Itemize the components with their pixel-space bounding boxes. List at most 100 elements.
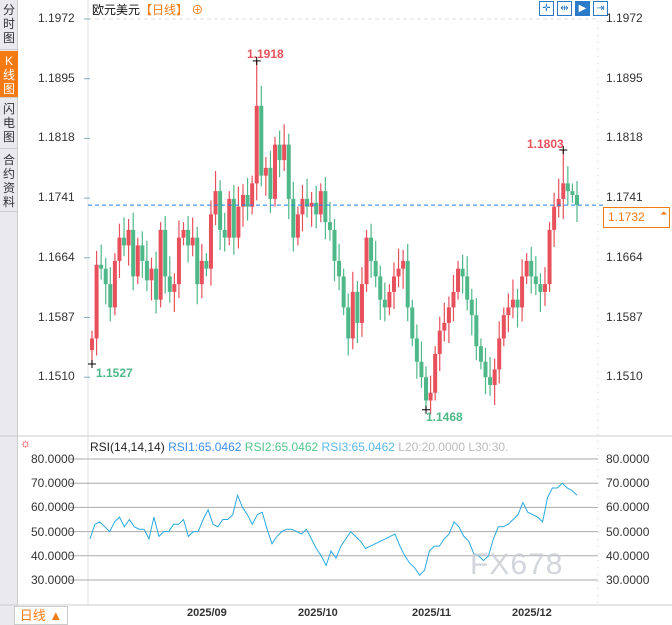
rsi-tick: 50.0000 xyxy=(606,524,650,539)
candle-body xyxy=(510,299,515,308)
price-tick: 1.1510 xyxy=(606,369,643,384)
candle-body xyxy=(300,198,305,215)
rsi-tick: 30.0000 xyxy=(606,573,650,587)
candle-body xyxy=(90,338,94,351)
tab-contract-info[interactable]: 合约资料 xyxy=(0,150,18,212)
crosshair-icon[interactable]: ✛ xyxy=(539,1,554,16)
rsi3-value: RSI3:65.0462 xyxy=(321,440,395,454)
expand-up-icon[interactable]: ⏶ xyxy=(660,208,668,218)
candle-body xyxy=(144,260,149,281)
rsi-tick: 70.0000 xyxy=(31,476,75,491)
rsi-tick: 50.0000 xyxy=(31,524,75,539)
extreme-marker xyxy=(559,146,568,155)
candle-body xyxy=(122,237,127,246)
candle-body xyxy=(208,214,213,269)
candle-body xyxy=(259,105,264,176)
candle-body xyxy=(337,260,342,277)
date-tick: 2025/09 xyxy=(187,607,227,619)
rsi-tick: 60.0000 xyxy=(31,500,75,515)
candle-body xyxy=(268,167,273,199)
candle-body xyxy=(112,260,117,308)
rsi-tick: 80.0000 xyxy=(606,452,650,466)
price-tick: 1.1895 xyxy=(38,70,75,85)
rsi-tick: 40.0000 xyxy=(606,548,650,563)
tab-flash[interactable]: 闪电图 xyxy=(0,99,18,149)
chart-toolbar: ✛ ⇹ ▶ ⇥ xyxy=(539,1,608,16)
candle-body xyxy=(419,361,424,378)
tab-kline[interactable]: K线图 xyxy=(0,51,18,98)
period-selector-button[interactable]: 日线 ▲ xyxy=(14,606,68,625)
sidebar: 分时图 K线图 闪电图 合约资料 xyxy=(0,0,18,625)
candle-body xyxy=(291,198,296,238)
candle-body xyxy=(369,237,374,261)
period-label: 【日线】 xyxy=(140,3,189,17)
scroll-icon[interactable]: ▶ xyxy=(575,1,590,16)
candle-body xyxy=(314,202,319,215)
candle-body xyxy=(167,276,172,292)
candle-body xyxy=(469,299,474,316)
candle-body xyxy=(99,264,104,269)
candle-body xyxy=(263,167,268,176)
candle-body xyxy=(240,194,245,207)
date-tick: 2025/11 xyxy=(412,607,452,619)
candle-body xyxy=(373,260,378,277)
candle-body xyxy=(410,307,415,339)
price-tick: 1.1818 xyxy=(606,130,643,145)
current-price-label: 1.1732 xyxy=(603,207,670,228)
candle-body xyxy=(556,198,561,207)
candle-body xyxy=(405,260,410,308)
candle-body xyxy=(172,284,177,292)
candle-body xyxy=(108,284,113,308)
candle-body xyxy=(520,276,525,308)
price-tick: 1.1972 xyxy=(38,11,75,25)
price-tick: 1.1664 xyxy=(38,249,75,264)
candle-body xyxy=(254,105,259,184)
candle-body xyxy=(318,191,323,215)
candle-body xyxy=(378,276,383,300)
tab-timeshare[interactable]: 分时图 xyxy=(0,0,18,50)
candle-body xyxy=(515,299,520,308)
price-tick: 1.1895 xyxy=(606,70,643,85)
date-tick: 2025/10 xyxy=(298,607,338,619)
candle-body xyxy=(332,229,337,261)
price-tick: 1.1818 xyxy=(38,130,75,145)
rsi1-value: RSI1:65.0462 xyxy=(168,440,242,454)
candle-body xyxy=(154,268,159,300)
candle-body xyxy=(163,229,168,277)
price-tick: 1.1741 xyxy=(38,190,75,205)
extreme-marker xyxy=(422,405,431,414)
candle-body xyxy=(250,183,255,207)
candle-body xyxy=(149,268,154,281)
extreme-marker xyxy=(88,360,96,369)
jump-latest-icon[interactable]: ⇥ xyxy=(593,1,608,16)
candle-body xyxy=(465,276,470,300)
rsi-header: RSI(14,14,14) RSI1:65.0462 RSI2:65.0462 … xyxy=(90,440,508,454)
l20-value: L20:20.0000 xyxy=(398,440,465,454)
candle-body xyxy=(218,191,223,230)
candle-body xyxy=(433,353,438,393)
candle-body xyxy=(94,264,99,339)
candle-body xyxy=(451,291,456,308)
candle-body xyxy=(442,322,447,331)
candle-body xyxy=(245,194,250,207)
watermark-logo: FX678 xyxy=(470,548,564,581)
candle-body xyxy=(295,214,300,238)
fit-range-icon[interactable]: ⇹ xyxy=(557,1,572,16)
sun-gear-icon[interactable]: ☼ xyxy=(20,436,31,450)
rsi-tick: 80.0000 xyxy=(31,452,75,466)
candle-body xyxy=(401,260,406,269)
candle-body xyxy=(501,315,506,339)
candle-body xyxy=(350,291,355,339)
candle-body xyxy=(460,268,465,277)
candle-body xyxy=(222,229,227,238)
candle-body xyxy=(236,206,241,238)
price-tick: 1.1741 xyxy=(606,190,643,205)
l30-value: L30:30. xyxy=(468,440,509,454)
candle-body xyxy=(396,268,401,277)
candle-body xyxy=(364,237,369,285)
candle-body xyxy=(190,237,195,246)
circle-plus-icon[interactable]: ⊕ xyxy=(188,3,204,17)
symbol-name: 欧元美元 xyxy=(92,3,141,17)
chart-title: 欧元美元【日线】 ⊕ xyxy=(92,3,203,17)
